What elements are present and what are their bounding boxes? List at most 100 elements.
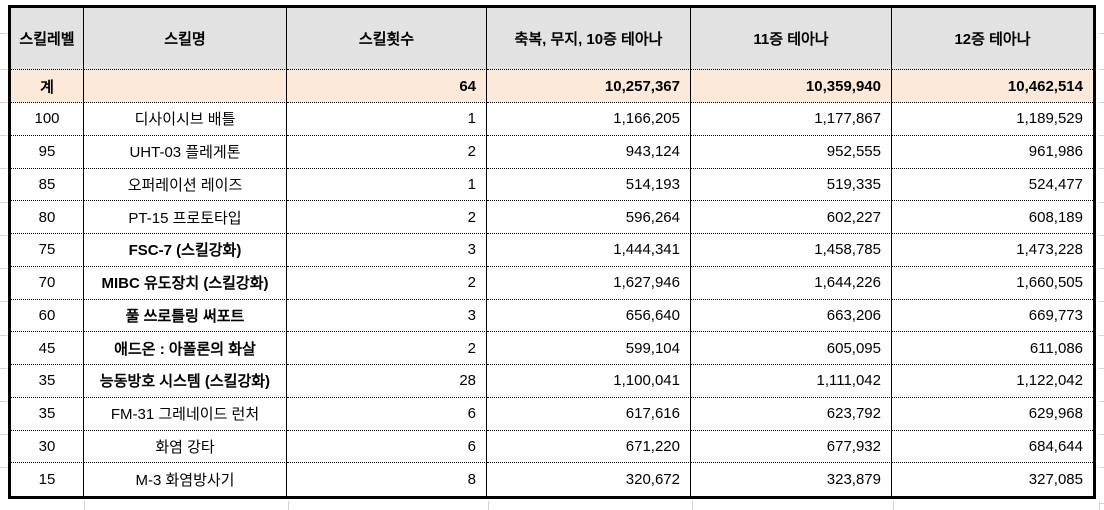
total-row-name-empty[interactable] xyxy=(84,70,287,103)
cell-teana-11[interactable]: 605,095 xyxy=(691,332,892,365)
cell-skill-name[interactable]: M-3 화염방사기 xyxy=(84,463,287,496)
cell-skill-count[interactable]: 1 xyxy=(287,168,487,202)
cell-teana-10[interactable]: 320,672 xyxy=(487,463,691,496)
total-row-teana-10[interactable]: 10,257,367 xyxy=(487,70,691,103)
column-header-skill-level[interactable]: 스킬레벨 xyxy=(11,8,84,70)
cell-skill-count[interactable]: 2 xyxy=(287,135,487,169)
cell-teana-10[interactable]: 943,124 xyxy=(487,135,691,169)
total-row-teana-12[interactable]: 10,462,514 xyxy=(892,70,1093,103)
cell-teana-10[interactable]: 599,104 xyxy=(487,332,691,365)
cell-skill-count[interactable]: 2 xyxy=(287,332,487,365)
cell-skill-level[interactable]: 60 xyxy=(11,299,84,333)
gridline-stub xyxy=(0,434,7,435)
cell-teana-12[interactable]: 629,968 xyxy=(892,398,1093,431)
column-header-teana-11[interactable]: 11증 테아나 xyxy=(691,8,892,70)
gridline-stub xyxy=(84,501,85,510)
column-header-skill-name[interactable]: 스킬명 xyxy=(84,8,287,70)
cell-skill-level[interactable]: 85 xyxy=(11,168,84,202)
gridline-stub xyxy=(893,501,894,510)
cell-skill-count[interactable]: 8 xyxy=(287,463,487,496)
cell-skill-count[interactable]: 6 xyxy=(287,397,487,431)
cell-teana-12[interactable]: 524,477 xyxy=(892,169,1093,202)
cell-skill-level[interactable]: 80 xyxy=(11,201,84,234)
cell-skill-count[interactable]: 3 xyxy=(287,299,487,333)
cell-teana-10[interactable]: 596,264 xyxy=(487,201,691,234)
cell-skill-count[interactable]: 6 xyxy=(287,430,487,464)
cell-skill-count[interactable]: 2 xyxy=(287,201,487,234)
cell-teana-10[interactable]: 1,166,205 xyxy=(487,103,691,136)
cell-teana-10[interactable]: 1,444,341 xyxy=(487,234,691,267)
cell-skill-name[interactable]: 오퍼레이션 레이즈 xyxy=(84,168,287,202)
cell-skill-level[interactable]: 75 xyxy=(11,234,84,267)
cell-skill-level[interactable]: 30 xyxy=(11,430,84,464)
gridline-stub xyxy=(1099,467,1104,468)
cell-skill-count[interactable]: 3 xyxy=(287,234,487,267)
cell-skill-name[interactable]: PT-15 프로토타입 xyxy=(84,201,287,234)
cell-teana-12[interactable]: 1,122,042 xyxy=(892,365,1093,398)
cell-skill-count[interactable]: 1 xyxy=(287,103,487,136)
gridline-stub xyxy=(692,501,693,510)
cell-skill-level[interactable]: 95 xyxy=(11,135,84,169)
cell-teana-10[interactable]: 1,627,946 xyxy=(487,266,691,300)
cell-skill-name[interactable]: 애드온 : 아폴론의 화살 xyxy=(84,332,287,365)
cell-teana-11[interactable]: 1,177,867 xyxy=(691,103,892,136)
gridline-stub xyxy=(0,202,7,203)
cell-skill-name[interactable]: 화염 강타 xyxy=(84,430,287,464)
cell-teana-12[interactable]: 1,660,505 xyxy=(892,267,1093,300)
cell-teana-12[interactable]: 327,085 xyxy=(1028,471,1083,489)
cell-skill-name[interactable]: 능동방호 시스템 (스킬강화) xyxy=(84,365,287,398)
cell-teana-11[interactable]: 952,555 xyxy=(691,135,892,169)
cell-teana-12[interactable]: 961,986 xyxy=(892,136,1093,169)
cell-skill-name[interactable]: 풀 쓰로틀링 써포트 xyxy=(84,299,287,333)
cell-teana-11[interactable]: 677,932 xyxy=(691,430,892,464)
gridline-stub xyxy=(1099,33,1104,34)
cell-teana-10[interactable]: 617,616 xyxy=(487,397,691,431)
cell-skill-level[interactable]: 15 xyxy=(11,463,84,496)
cell-teana-10[interactable]: 514,193 xyxy=(487,168,691,202)
cell-skill-level[interactable]: 70 xyxy=(11,266,84,300)
cell-skill-level[interactable]: 45 xyxy=(11,332,84,365)
cell-skill-count[interactable]: 2 xyxy=(287,266,487,300)
cell-teana-11[interactable]: 323,879 xyxy=(691,463,892,496)
cell-teana-12[interactable]: 684,644 xyxy=(892,431,1093,464)
cell-skill-name[interactable]: 디사이시브 배틀 xyxy=(84,103,287,136)
cell-teana-12[interactable]: 608,189 xyxy=(892,201,1093,234)
gridline-stub xyxy=(0,467,7,468)
cell-teana-11[interactable]: 602,227 xyxy=(691,201,892,234)
cell-teana-12[interactable]: 669,773 xyxy=(892,300,1093,333)
cell-skill-count[interactable]: 28 xyxy=(287,365,487,398)
cell-skill-name[interactable]: FM-31 그레네이드 런처 xyxy=(84,397,287,431)
cell-teana-11[interactable]: 1,111,042 xyxy=(691,365,892,398)
total-row-count[interactable]: 64 xyxy=(287,70,487,103)
cell-teana-11[interactable]: 623,792 xyxy=(691,397,892,431)
gridline-stub xyxy=(1099,368,1104,369)
cell-skill-name[interactable]: UHT-03 플레게톤 xyxy=(84,135,287,169)
cell-skill-name[interactable]: FSC-7 (스킬강화) xyxy=(84,234,287,267)
gridline-stub xyxy=(1099,202,1104,203)
cell-teana-11[interactable]: 663,206 xyxy=(691,299,892,333)
cell-skill-level[interactable]: 35 xyxy=(11,365,84,398)
gridline-stub xyxy=(0,268,7,269)
cell-teana-12[interactable]: 1,189,529 xyxy=(892,103,1093,136)
gridline-stub xyxy=(1099,503,1104,504)
cell-teana-11[interactable]: 519,335 xyxy=(691,168,892,202)
cell-teana-10[interactable]: 1,100,041 xyxy=(487,365,691,398)
cell-teana-11[interactable]: 1,458,785 xyxy=(691,234,892,267)
gridline-stub xyxy=(1099,69,1104,70)
cell-teana-10[interactable]: 656,640 xyxy=(487,299,691,333)
cell-skill-level[interactable]: 35 xyxy=(11,397,84,431)
cell-teana-12[interactable]: 611,086 xyxy=(892,332,1093,365)
column-header-skill-count[interactable]: 스킬횟수 xyxy=(287,8,487,70)
total-row-label[interactable]: 계 xyxy=(11,70,84,103)
column-header-teana-12[interactable]: 12증 테아나 xyxy=(892,8,1093,70)
cell-teana-12[interactable]: 1,473,228 xyxy=(892,234,1093,267)
cell-teana-11[interactable]: 1,644,226 xyxy=(691,266,892,300)
gridline-stub xyxy=(0,69,7,70)
cell-skill-level[interactable]: 100 xyxy=(11,103,84,136)
gridline-stub xyxy=(1099,268,1104,269)
cell-teana-10[interactable]: 671,220 xyxy=(487,430,691,464)
total-row-teana-11[interactable]: 10,359,940 xyxy=(691,70,892,103)
cell-skill-name[interactable]: MIBC 유도장치 (스킬강화) xyxy=(84,266,287,300)
column-header-teana-10[interactable]: 축복, 무지, 10증 테아나 xyxy=(487,8,691,70)
